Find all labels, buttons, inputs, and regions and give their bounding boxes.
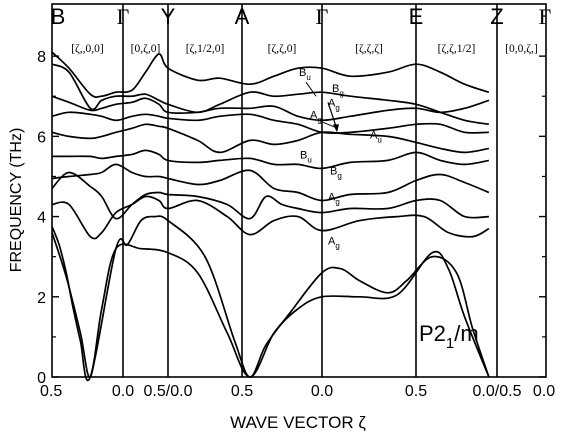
- segment-label: [0,0,ζ,]: [505, 43, 538, 55]
- high-symmetry-label: Z: [490, 4, 503, 29]
- dispersion-branch-3: [51, 195, 490, 240]
- segment-label: [ζ,,0,0]: [71, 43, 104, 55]
- segment-labels: [ζ,,0,0] [0,ζ,0] [ζ,1/2,0] [ζ,ζ,0] [ζ,ζ,ζ] [ζ…: [71, 43, 538, 55]
- mode-label: Au: [370, 129, 382, 144]
- y-tick-label: 8: [37, 49, 46, 66]
- mode-pointer: [305, 81, 317, 97]
- segment-label: [0,ζ,0]: [131, 43, 161, 55]
- compound-subscript: 1: [446, 335, 454, 352]
- dispersion-branch-7: [51, 123, 490, 154]
- dispersion-branch-8: [51, 111, 489, 134]
- dispersion-branch-11: [51, 51, 490, 98]
- mode-pointer: [322, 121, 339, 129]
- dispersion-branch-2: [51, 232, 490, 378]
- y-axis-ticks: 0 2 4 6 8: [37, 15, 546, 387]
- mode-label: Bg: [332, 83, 344, 98]
- segment-label: [ζ,ζ,0]: [268, 43, 297, 55]
- high-symmetry-label: B: [51, 4, 66, 29]
- x-tick-label: 0.5: [40, 383, 62, 400]
- mode-label: Ag: [328, 97, 340, 112]
- mode-label: Bg: [330, 165, 342, 180]
- y-tick-label: 0: [37, 370, 46, 387]
- segment-label: [ζ,ζ,ζ]: [355, 43, 383, 55]
- x-tick-label: 0.5: [231, 383, 253, 400]
- segment-label: [ζ,ζ,1/2]: [438, 43, 476, 55]
- mode-label: Ag: [310, 109, 322, 124]
- dispersion-branch-4: [51, 171, 489, 220]
- compound-name: P2: [419, 321, 446, 346]
- high-symmetry-label: Γ: [539, 4, 552, 29]
- y-axis-label: FREQUENCY (THz): [8, 128, 25, 273]
- mode-label: Ag: [328, 236, 340, 251]
- y-tick-label: 4: [37, 210, 46, 227]
- dispersion-branch-9: [51, 95, 490, 122]
- dispersion-branch-5: [51, 163, 490, 202]
- x-tick-label: 0.5/0.0: [144, 383, 193, 400]
- dispersion-branch-10: [51, 63, 490, 126]
- x-axis-ticks: 0.5 0.0 0.5/0.0 0.5 0.0 0.5 0.0/0.5 0.0: [40, 383, 555, 400]
- plot-frame: [51, 3, 547, 378]
- x-tick-label: 0.0: [311, 383, 333, 400]
- high-symmetry-label: Γ: [117, 4, 130, 29]
- segment-label: [ζ,1/2,0]: [186, 43, 225, 55]
- x-axis-label: WAVE VECTOR ζ: [230, 413, 366, 432]
- x-tick-label: 0.0: [112, 383, 134, 400]
- x-tick-label: 0.5: [405, 383, 427, 400]
- x-tick-label: 0.0: [533, 383, 555, 400]
- dispersion-branches: [51, 51, 490, 382]
- mode-label: Bu: [300, 149, 312, 164]
- high-symmetry-label: A: [235, 4, 250, 29]
- dispersion-branch-1: [51, 215, 490, 382]
- mode-pointer: [327, 102, 337, 127]
- compound-suffix: /m: [454, 321, 478, 346]
- high-symmetry-label: E: [409, 4, 424, 29]
- mode-label: Ag: [328, 192, 340, 207]
- x-tick-label: 0.0/0.5: [473, 383, 522, 400]
- high-symmetry-label: Y: [161, 4, 176, 29]
- y-tick-label: 6: [37, 129, 46, 146]
- svg-text:P21/m: P21/m: [419, 321, 479, 352]
- mode-pointer-arrow: [333, 124, 339, 133]
- dispersion-branch-6: [52, 149, 490, 170]
- compound-annotation: P21/m: [419, 321, 479, 352]
- segment-dividers: [122, 4, 498, 377]
- y-tick-label: 2: [37, 290, 46, 307]
- high-symmetry-label: Γ: [316, 4, 329, 29]
- mode-label: Bu: [299, 67, 311, 82]
